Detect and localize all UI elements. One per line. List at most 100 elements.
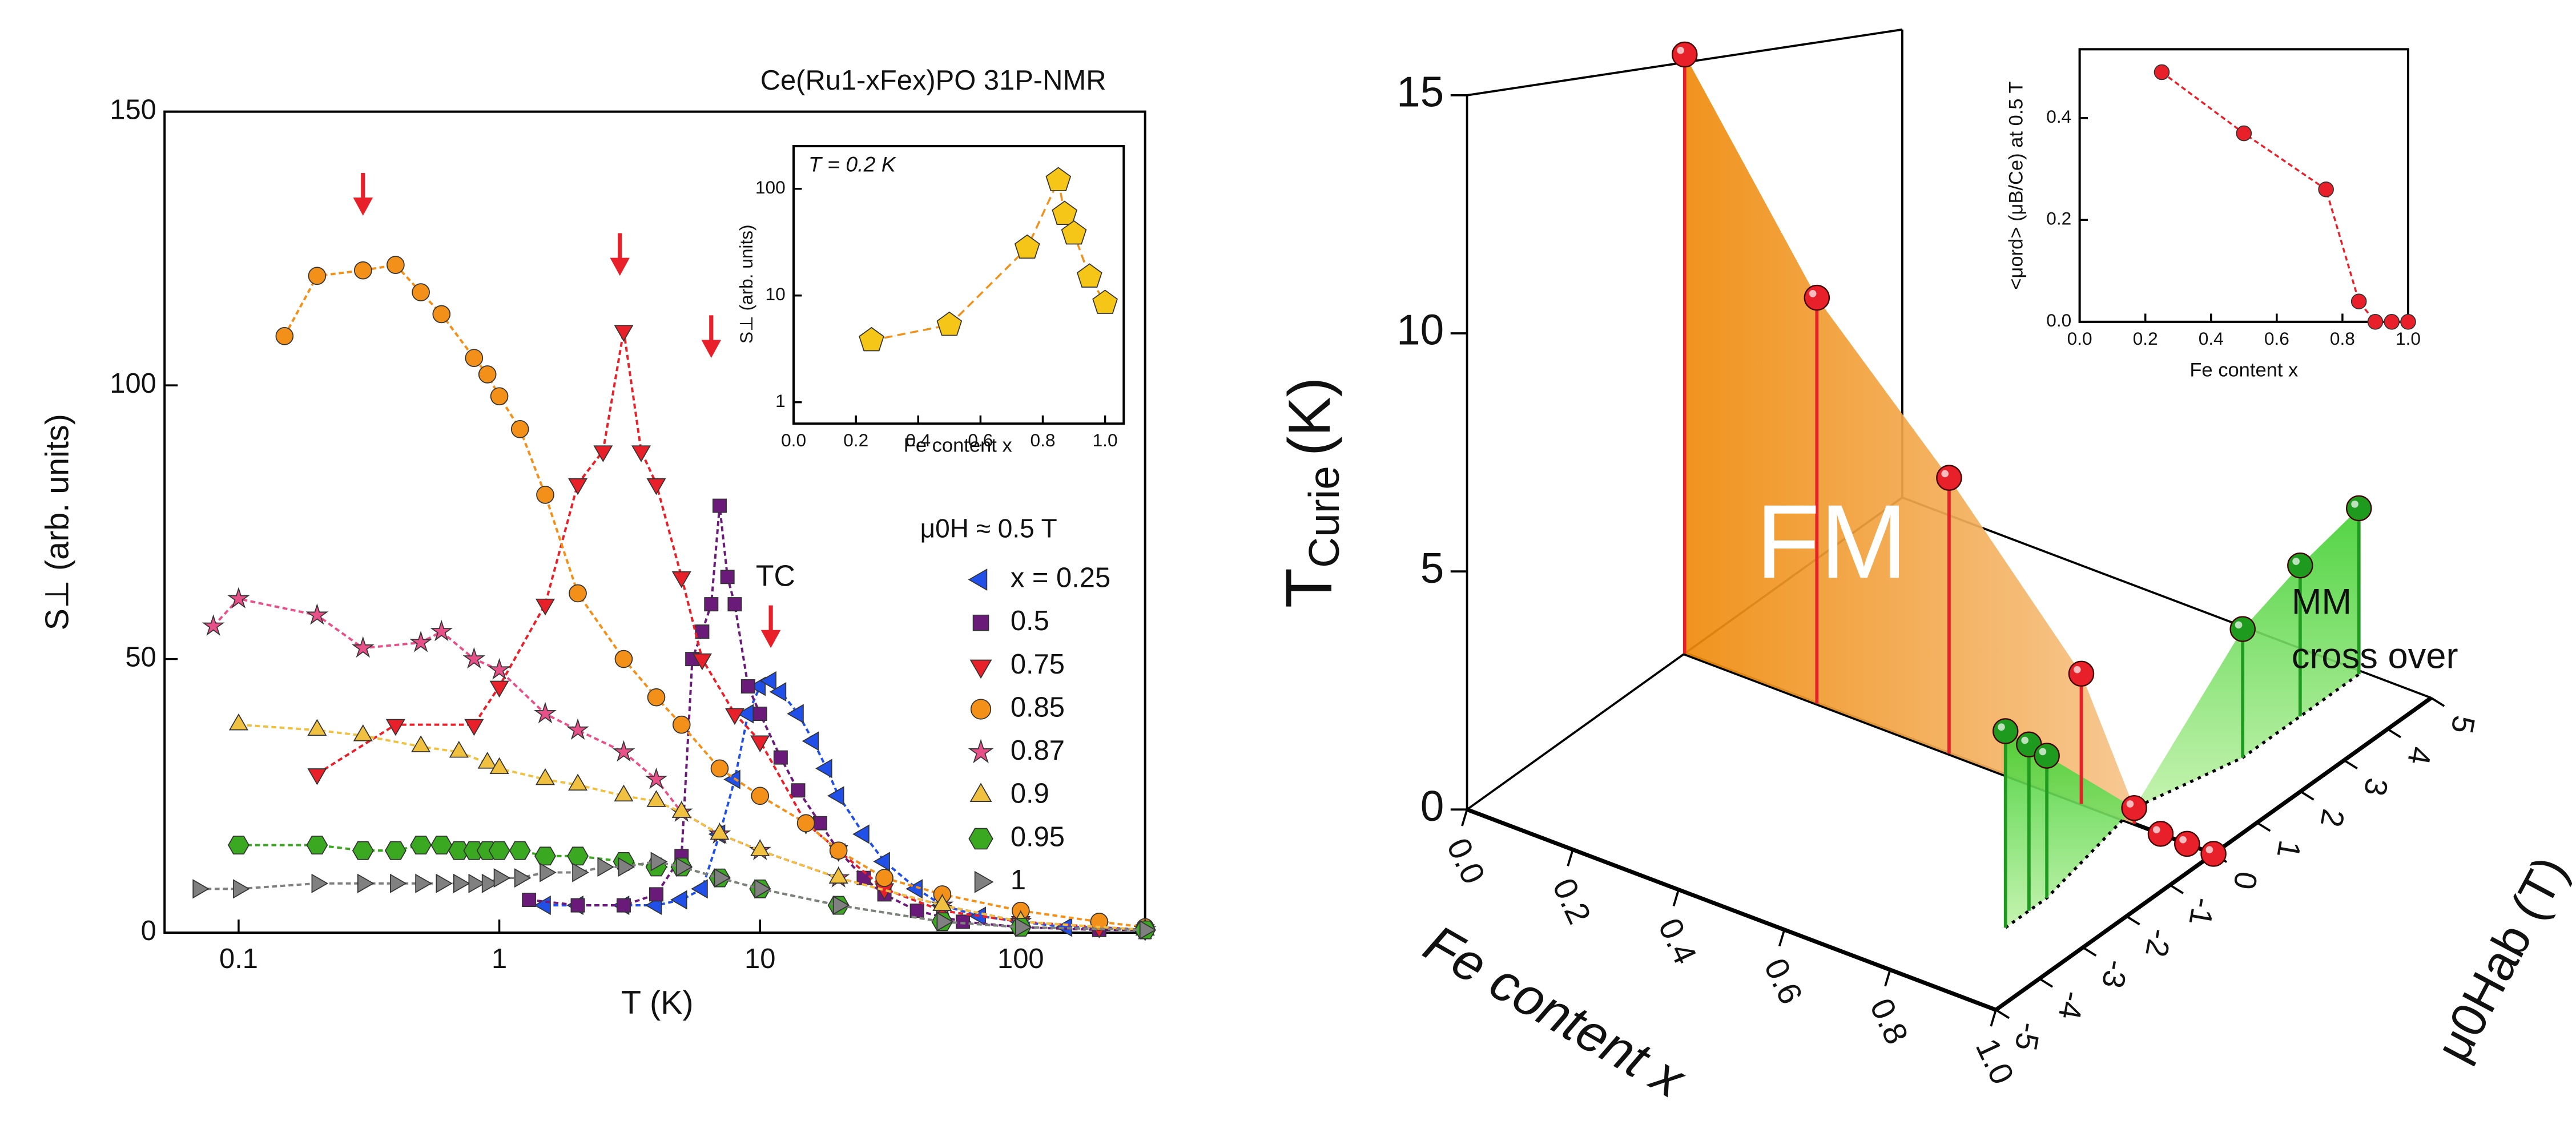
marker — [727, 597, 742, 612]
marker — [2154, 64, 2170, 80]
marker — [859, 326, 884, 352]
x-axis-label: Fe content x — [904, 435, 1012, 457]
y-tick-label: 50 — [125, 642, 156, 672]
z-axis-label-main: T — [1273, 568, 1346, 608]
marker — [1092, 289, 1118, 314]
x-axis-label: Fe content x — [2189, 359, 2298, 381]
marker — [647, 688, 666, 707]
h-tick-label: -1 — [2182, 895, 2221, 928]
h-tick-label: 4 — [2401, 744, 2438, 768]
marker — [387, 256, 405, 274]
marker — [534, 896, 551, 916]
marker — [852, 824, 870, 844]
marker — [593, 445, 613, 462]
marker — [568, 478, 588, 495]
marker — [1014, 234, 1040, 259]
h-tick-label: -5 — [2008, 1020, 2047, 1053]
marker — [796, 814, 815, 833]
marker — [710, 822, 730, 840]
marker — [353, 261, 372, 280]
data-point — [2174, 830, 2200, 857]
arrow-head — [353, 197, 373, 216]
y-tick-label: 100 — [110, 368, 156, 399]
data-point — [2147, 821, 2174, 847]
marker — [740, 679, 755, 693]
marker — [1076, 263, 1102, 288]
marker — [714, 868, 731, 888]
data-point — [2200, 841, 2227, 867]
h-tick — [2169, 884, 2184, 894]
y-axis-label: S⊥ (arb. units) — [736, 224, 756, 344]
arrow-head — [760, 630, 781, 648]
marker — [750, 735, 770, 753]
marker — [227, 587, 250, 608]
x-tick-label: 0.4 — [905, 430, 931, 450]
legend-label: 0.85 — [1011, 692, 1065, 723]
h-tick-label: -4 — [2052, 989, 2091, 1022]
h-tick-label: 2 — [2314, 807, 2351, 830]
x-tick — [1778, 929, 1786, 947]
marker — [535, 598, 556, 616]
marker — [489, 680, 509, 698]
legend-label: x = 0.25 — [1011, 562, 1110, 593]
marker — [308, 267, 327, 285]
marker — [468, 873, 486, 893]
marker — [352, 841, 374, 860]
marker — [631, 445, 651, 462]
marker — [646, 790, 666, 807]
y-tick-label: 150 — [110, 95, 156, 126]
legend-marker — [969, 659, 992, 679]
legend-label: 0.9 — [1011, 779, 1049, 809]
marker — [802, 731, 819, 751]
marker — [352, 636, 375, 658]
data-point — [2229, 616, 2256, 642]
marker — [672, 715, 691, 734]
fit-line — [283, 263, 1145, 929]
h-axis-label: μ0Hab (T) — [2425, 848, 2576, 1070]
legend-marker — [968, 739, 994, 764]
x-tick-label: 1 — [492, 944, 507, 974]
point-highlight — [1677, 46, 1684, 54]
x-tick-label: 0.4 — [1651, 913, 1704, 970]
legend-title: μ0H ≈ 0.5 T — [920, 513, 1057, 543]
marker — [192, 879, 210, 899]
z-axis-label-sub: Curie — [1300, 466, 1348, 568]
inset-background — [794, 146, 1124, 424]
x-tick-label: 0.0 — [781, 430, 806, 450]
fit-line — [238, 844, 1145, 932]
marker — [671, 571, 691, 588]
x-tick — [1461, 809, 1468, 826]
h-tick — [2126, 915, 2140, 926]
marker — [2367, 314, 2384, 330]
marker — [453, 873, 470, 893]
fit-line — [212, 597, 1145, 932]
x-tick — [1884, 969, 1891, 987]
marker — [566, 718, 589, 740]
data-point — [2068, 660, 2095, 687]
marker — [769, 682, 787, 702]
h-tick — [1995, 1009, 2010, 1019]
plot-frame — [2078, 48, 2409, 323]
marker — [1090, 913, 1109, 931]
z-tick-label: 15 — [1396, 68, 1444, 116]
point-highlight — [2073, 666, 2081, 674]
marker — [540, 862, 557, 882]
marker — [675, 857, 693, 877]
y-axis-label: S⊥ (arb. units) — [39, 414, 75, 630]
point-highlight — [2152, 826, 2160, 833]
marker — [449, 740, 469, 758]
marker — [752, 706, 767, 721]
marker — [875, 869, 893, 887]
h-tick — [2430, 697, 2445, 707]
x-tick-label: 0.8 — [1862, 993, 1915, 1050]
y-tick-label: 0 — [141, 916, 156, 946]
annotation: T = 0.2 K — [808, 152, 897, 176]
marker — [415, 873, 432, 893]
legend-label: 0.87 — [1011, 735, 1065, 766]
inset-moment-vs-x: Fe content x <μord> (μB/Ce) at 0.5 T 0.0… — [2005, 48, 2421, 381]
marker — [932, 894, 952, 911]
marker — [614, 650, 633, 668]
marker — [720, 570, 735, 584]
marker — [448, 841, 470, 860]
